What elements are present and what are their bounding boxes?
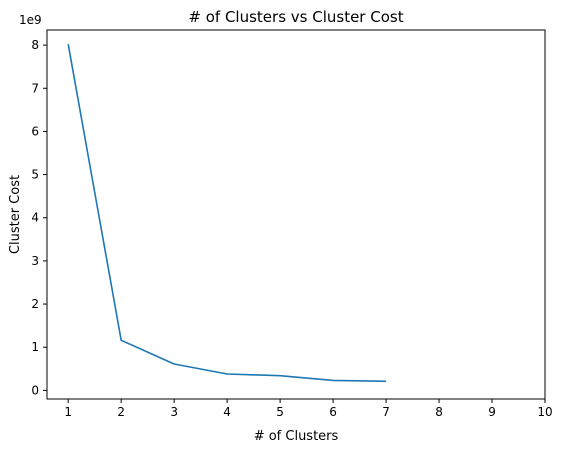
y-axis-ticks: 0 1 2 3 4 5 6 7 8 [31,38,47,397]
x-tick-label: 2 [117,405,125,419]
series-line [67,44,387,383]
plot-frame [46,29,546,400]
x-tick-label: 3 [170,405,178,419]
x-tick-label: 4 [223,405,231,419]
x-tick-label: 10 [537,405,552,419]
x-tick-label: 7 [382,405,390,419]
y-tick-label: 3 [31,254,39,268]
y-tick-label: 2 [31,297,39,311]
y-tick-label: 8 [31,38,39,52]
x-tick-label: 1 [64,405,72,419]
x-tick-label: 8 [435,405,443,419]
y-tick-label: 5 [31,168,39,182]
x-axis-label: # of Clusters [254,429,339,444]
y-axis-offset-label: 1e9 [19,13,42,27]
x-tick-label: 5 [276,405,284,419]
x-axis-ticks: 1 2 3 4 5 6 7 8 9 10 [64,399,553,419]
y-tick-label: 0 [31,383,39,397]
y-axis-label: Cluster Cost [8,175,23,254]
y-tick-label: 6 [31,124,39,138]
y-tick-label: 1 [31,340,39,354]
y-tick-label: 7 [31,81,39,95]
x-tick-label: 9 [488,405,496,419]
x-tick-label: 6 [329,405,337,419]
y-tick-label: 4 [31,211,39,225]
series-layer [67,44,387,383]
chart-title: # of Clusters vs Cluster Cost [188,8,403,26]
